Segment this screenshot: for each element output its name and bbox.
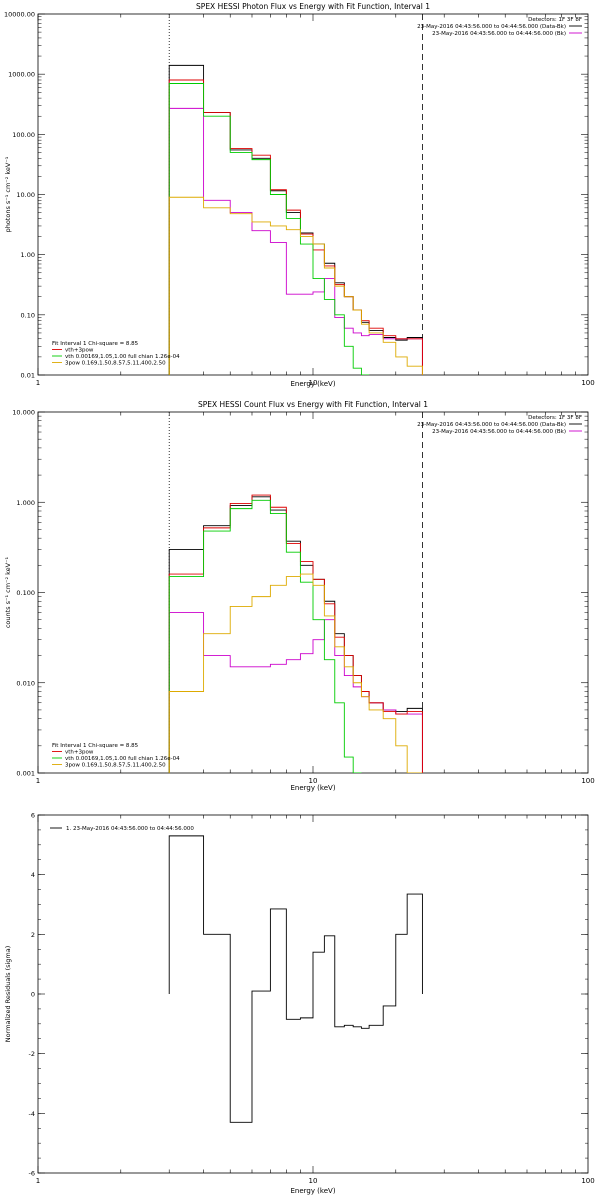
series-line-4 — [168, 83, 370, 375]
legend-header: Detectors: 1F 3F 8F — [528, 17, 582, 23]
series-line-2 — [168, 107, 423, 375]
plot-area — [168, 64, 423, 375]
series-line-5 — [168, 573, 423, 773]
legend-label: 1. 23-May-2016 04:43:56.000 to 04:44:56.… — [66, 826, 194, 832]
x-tick-label: 10 — [309, 777, 318, 785]
y-axis-label: photons s⁻¹ cm⁻² keV⁻¹ — [4, 156, 12, 232]
y-tick-label: 0.010 — [16, 679, 35, 687]
x-tick-label: 10 — [309, 379, 318, 387]
y-tick-label: 1000.00 — [8, 71, 35, 79]
x-axis-label: Energy (keV) — [290, 784, 335, 792]
plot-frame — [37, 13, 589, 376]
y-tick-label: 1.000 — [16, 499, 35, 507]
plot-area — [168, 494, 423, 773]
y-axis-label: Normalized Residuals (sigma) — [4, 946, 12, 1043]
series-line-1 — [168, 496, 423, 773]
y-tick-label: -6 — [29, 1170, 35, 1178]
chart-panel-2: SPEX HESSI Count Flux vs Energy with Fit… — [4, 400, 595, 792]
series-line-3 — [168, 79, 423, 375]
y-tick-label: 2 — [31, 931, 35, 939]
y-tick-label: 6 — [31, 812, 35, 820]
x-tick-label: 10 — [309, 1177, 318, 1185]
plot-area — [168, 835, 423, 1123]
series-line-2 — [168, 612, 423, 773]
y-tick-label: 0 — [31, 991, 35, 999]
legend-label: 23-May-2016 04:43:56.000 to 04:44:56.000… — [432, 429, 566, 435]
chart-title: SPEX HESSI Count Flux vs Energy with Fit… — [198, 400, 428, 409]
legend-label: 23-May-2016 04:43:56.000 to 04:44:56.000… — [417, 24, 566, 30]
fit-legend-label: vth 0.00169,1.05,1.00 full chian 1.26e-0… — [65, 756, 180, 762]
fit-legend-header: Fit Interval 1 Chi-square = 8.85 — [52, 743, 139, 749]
y-tick-label: -4 — [29, 1110, 35, 1118]
chart-panel-1: SPEX HESSI Photon Flux vs Energy with Fi… — [4, 2, 595, 388]
x-tick-label: 1 — [36, 777, 40, 785]
y-axis-label: counts s⁻¹ cm⁻² keV⁻¹ — [4, 556, 12, 628]
y-tick-label: 10.00 — [16, 191, 35, 199]
x-tick-label: 100 — [581, 777, 594, 785]
x-axis-label: Energy (keV) — [290, 1187, 335, 1195]
y-tick-label: 100.00 — [12, 131, 35, 139]
fit-legend-label: vth+3pow — [65, 750, 94, 756]
y-tick-label: 10.000 — [12, 409, 35, 417]
chart-panel-3: 1 10 100 Energy (keV) -6 -4 -2 0 2 4 6 Normalized R… — [4, 812, 595, 1196]
fit-legend-label: 3pow 0.169,1.50,8.57,5.11,400,2.50 — [65, 361, 166, 367]
y-tick-label: 0.10 — [21, 311, 35, 319]
fit-legend-label: 3pow 0.169,1.50,8.57,5.11,400,2.50 — [65, 763, 166, 769]
chart-title: SPEX HESSI Photon Flux vs Energy with Fi… — [196, 2, 430, 11]
y-tick-label: 1.00 — [21, 251, 35, 259]
series-line-3 — [168, 494, 423, 773]
fit-legend-label: vth+3pow — [65, 348, 94, 354]
x-tick-label: 100 — [581, 379, 594, 387]
y-tick-label: 10000.00 — [4, 11, 35, 19]
fit-legend-header: Fit Interval 1 Chi-square = 8.85 — [52, 341, 139, 347]
legend-label: 23-May-2016 04:43:56.000 to 04:44:56.000… — [432, 31, 566, 37]
fit-legend-label: vth 0.00169,1.05,1.00 full chian 1.26e-0… — [65, 354, 180, 360]
x-tick-label: 1 — [36, 1177, 40, 1185]
series-line-1 — [168, 64, 423, 375]
x-axis-label: Energy (keV) — [290, 380, 335, 388]
y-tick-label: -2 — [29, 1050, 35, 1058]
y-tick-label: 0.100 — [16, 589, 35, 597]
legend-label: 23-May-2016 04:43:56.000 to 04:44:56.000… — [417, 422, 566, 428]
y-tick-label: 0.001 — [16, 770, 35, 778]
y-tick-label: 0.01 — [21, 372, 35, 380]
x-tick-label: 100 — [581, 1177, 594, 1185]
y-tick-label: 4 — [31, 871, 35, 879]
x-tick-label: 1 — [36, 379, 40, 387]
legend-header: Detectors: 1F 3F 8F — [528, 415, 582, 421]
series-line-1 — [168, 835, 423, 1123]
series-line-5 — [168, 196, 423, 375]
series-line-4 — [168, 499, 362, 773]
